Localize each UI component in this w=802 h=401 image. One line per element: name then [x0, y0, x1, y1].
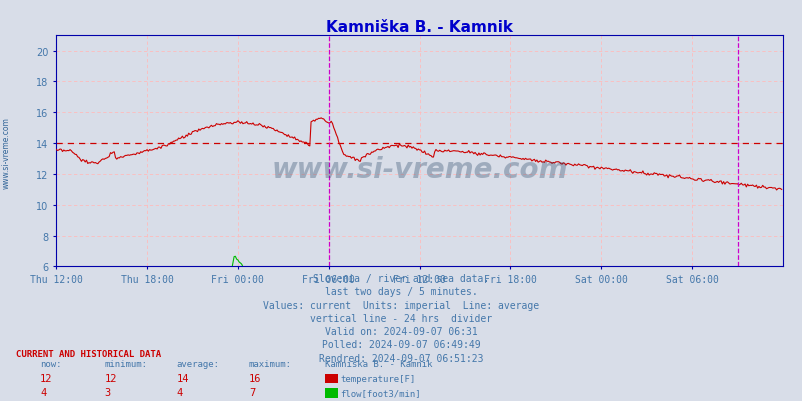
Text: now:: now: — [40, 359, 62, 368]
Text: Slovenia / river and sea data.: Slovenia / river and sea data. — [313, 273, 489, 284]
Text: www.si-vreme.com: www.si-vreme.com — [2, 117, 11, 188]
Text: temperature[F]: temperature[F] — [340, 374, 415, 383]
Text: www.si-vreme.com: www.si-vreme.com — [271, 156, 567, 184]
Text: 14: 14 — [176, 373, 189, 383]
Text: Kamniška B. - Kamnik: Kamniška B. - Kamnik — [325, 359, 432, 368]
Text: CURRENT AND HISTORICAL DATA: CURRENT AND HISTORICAL DATA — [16, 349, 161, 358]
Text: 4: 4 — [40, 387, 47, 397]
Text: 12: 12 — [104, 373, 117, 383]
Text: flow[foot3/min]: flow[foot3/min] — [340, 389, 420, 397]
Text: last two days / 5 minutes.: last two days / 5 minutes. — [325, 287, 477, 297]
Text: maximum:: maximum: — [249, 359, 292, 368]
Text: 16: 16 — [249, 373, 261, 383]
Text: Rendred: 2024-09-07 06:51:23: Rendred: 2024-09-07 06:51:23 — [319, 353, 483, 363]
Title: Kamniška B. - Kamnik: Kamniška B. - Kamnik — [326, 20, 512, 35]
Text: average:: average: — [176, 359, 220, 368]
Text: 12: 12 — [40, 373, 53, 383]
Text: 4: 4 — [176, 387, 183, 397]
Text: vertical line - 24 hrs  divider: vertical line - 24 hrs divider — [310, 313, 492, 323]
Text: 7: 7 — [249, 387, 255, 397]
Text: Valid on: 2024-09-07 06:31: Valid on: 2024-09-07 06:31 — [325, 326, 477, 336]
Text: Values: current  Units: imperial  Line: average: Values: current Units: imperial Line: av… — [263, 300, 539, 310]
Text: 3: 3 — [104, 387, 111, 397]
Text: minimum:: minimum: — [104, 359, 148, 368]
Text: Polled: 2024-09-07 06:49:49: Polled: 2024-09-07 06:49:49 — [322, 340, 480, 350]
